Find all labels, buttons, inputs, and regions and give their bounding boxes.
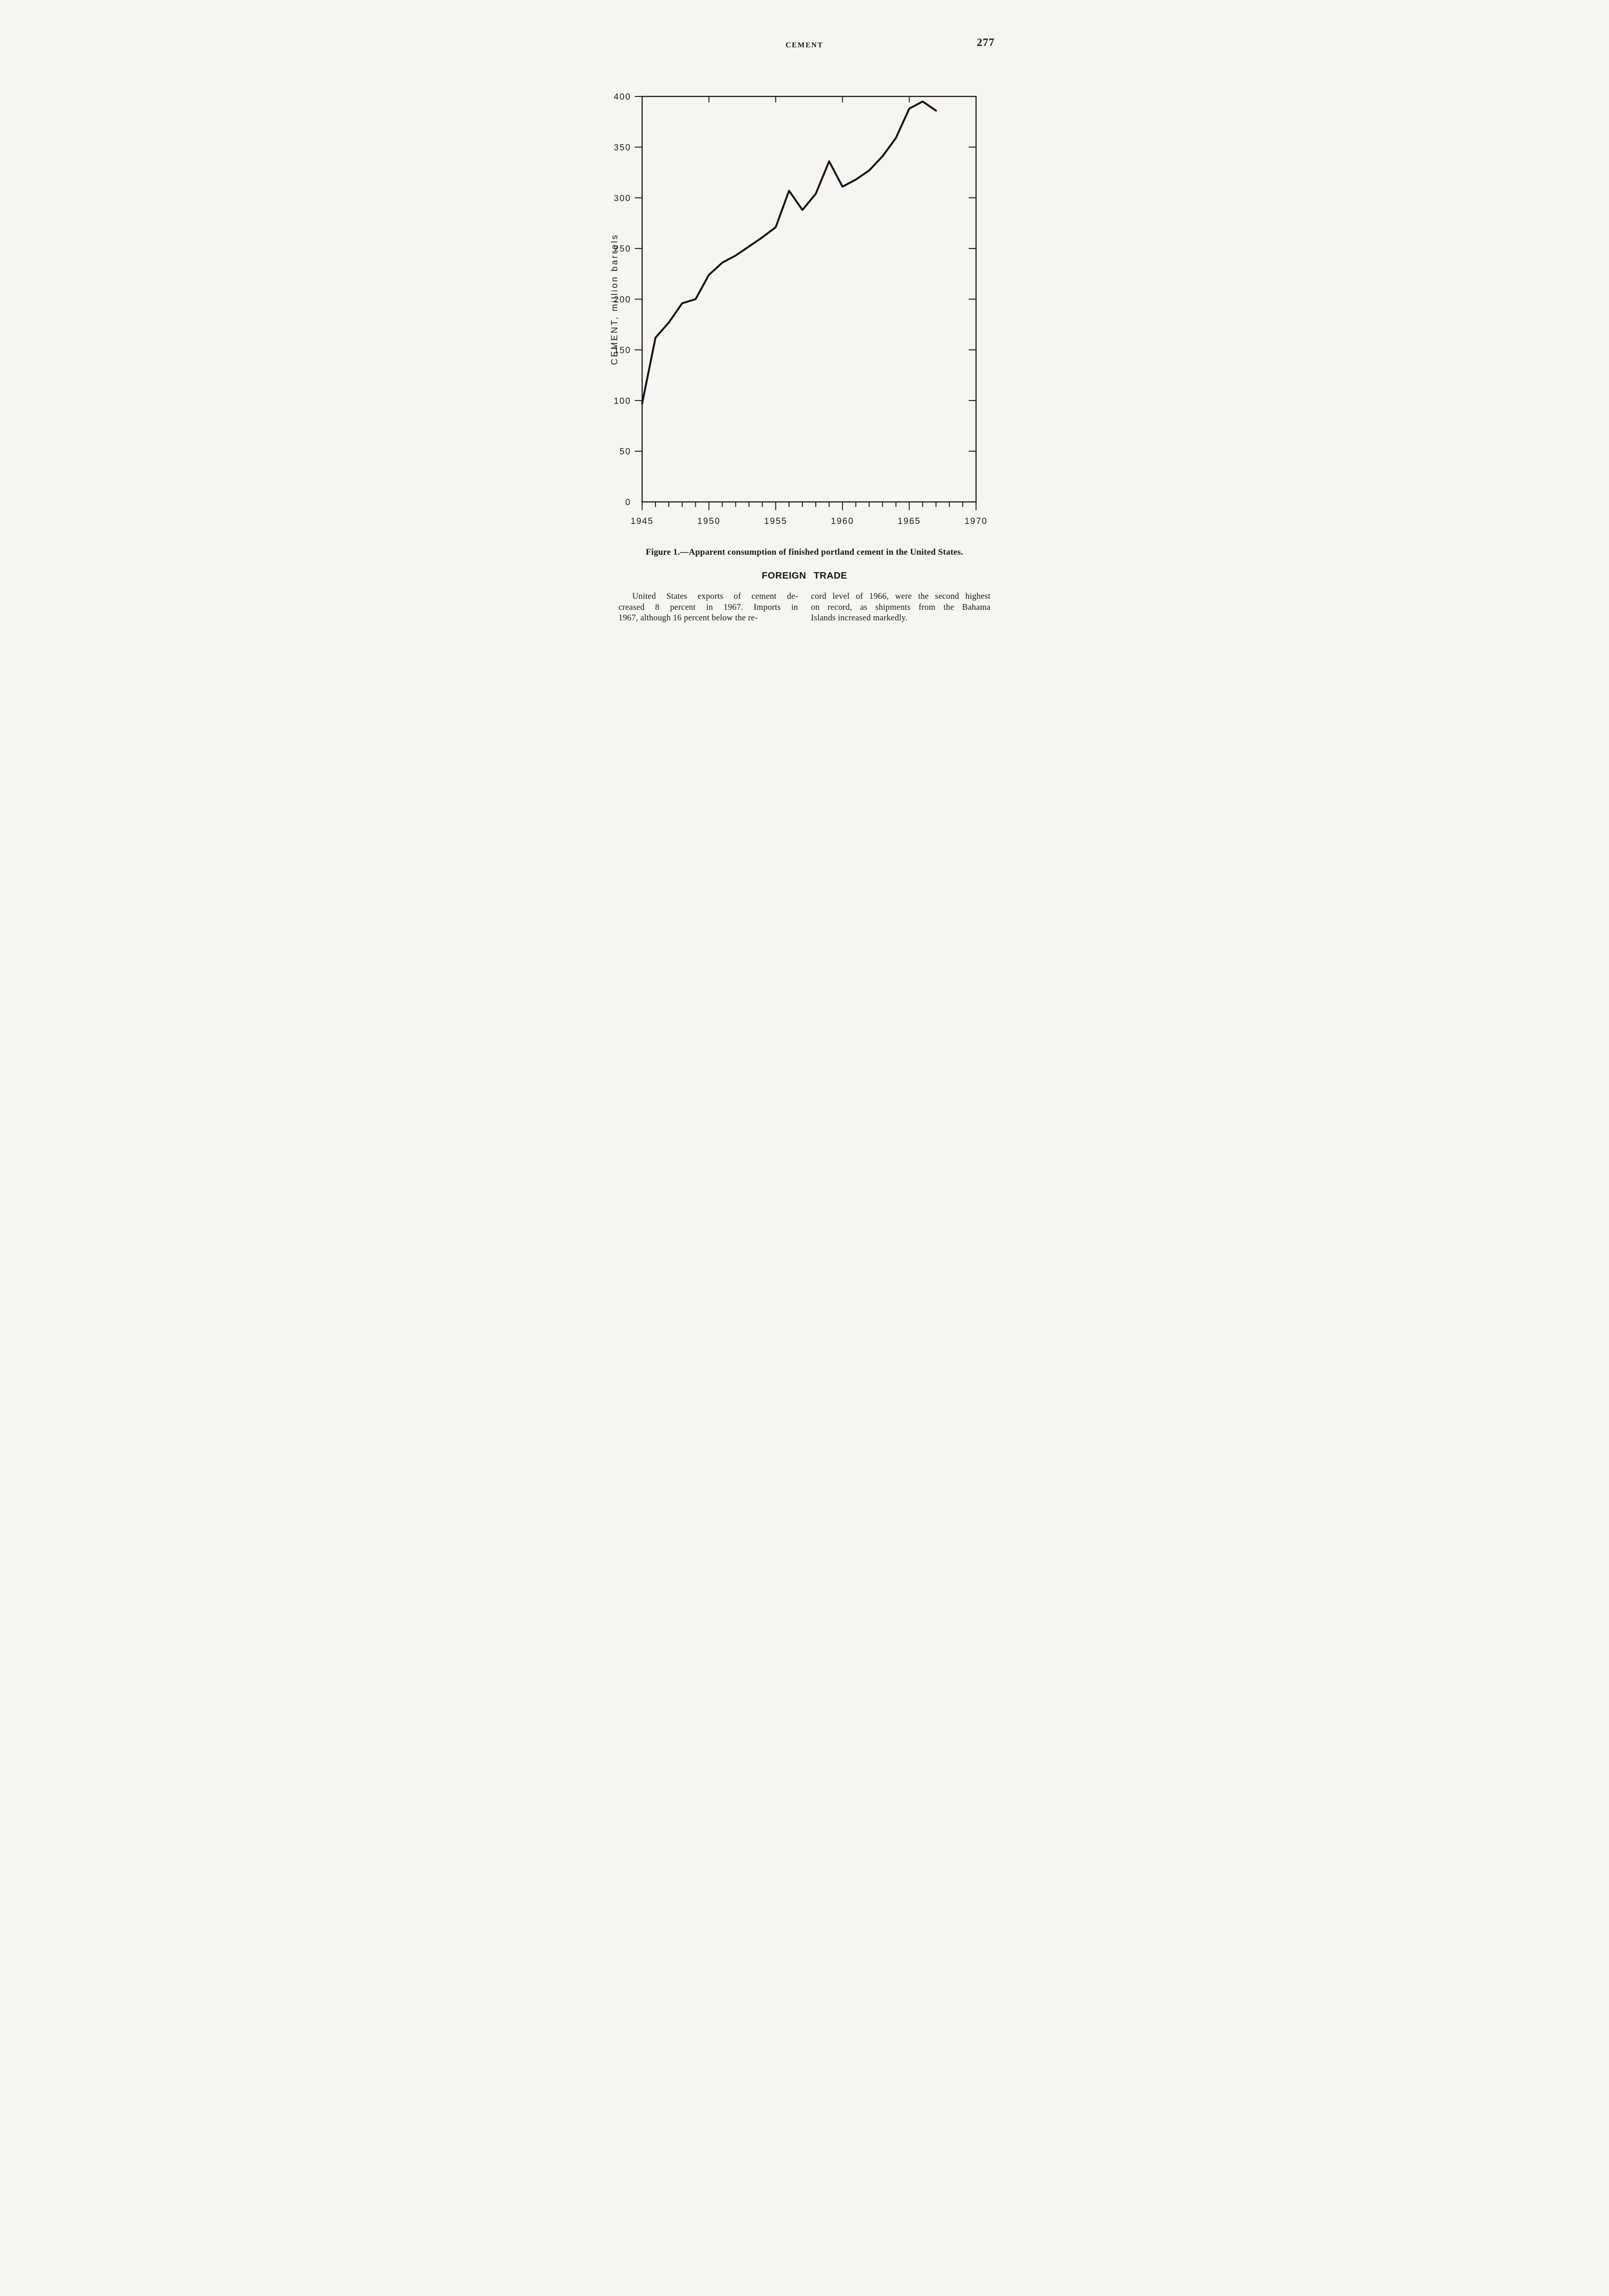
text-line: cord level of 1966, were the second high… bbox=[811, 592, 991, 601]
svg-text:1945: 1945 bbox=[630, 517, 653, 526]
svg-text:350: 350 bbox=[614, 143, 631, 152]
svg-text:1970: 1970 bbox=[964, 517, 987, 526]
svg-text:150: 150 bbox=[614, 346, 631, 355]
running-header-title: CEMENT bbox=[785, 41, 824, 49]
document-page: CEMENT 277 1945 1950 1955 1960 1965 1970 0 50 10… bbox=[575, 0, 1034, 719]
left-column-paragraph: United States exports of cement de- crea… bbox=[619, 591, 798, 624]
svg-text:1960: 1960 bbox=[831, 517, 854, 526]
text-line: 1967, although 16 percent below the re- bbox=[618, 613, 758, 623]
svg-text:400: 400 bbox=[614, 92, 631, 102]
svg-text:1965: 1965 bbox=[898, 517, 920, 526]
text-line: Islands increased markedly. bbox=[811, 613, 908, 623]
right-column-paragraph: cord level of 1966, were the second high… bbox=[811, 591, 991, 624]
svg-text:1950: 1950 bbox=[697, 517, 720, 526]
svg-text:CEMENT, million barrels: CEMENT, million barrels bbox=[610, 233, 620, 365]
svg-text:250: 250 bbox=[614, 244, 631, 254]
page-number: 277 bbox=[977, 37, 995, 49]
text-line: creased 8 percent in 1967. Imports in bbox=[618, 602, 798, 612]
svg-text:300: 300 bbox=[614, 194, 631, 203]
body-columns: United States exports of cement de- crea… bbox=[619, 591, 991, 624]
consumption-line-chart: 1945 1950 1955 1960 1965 1970 0 50 100 150 200 250 3… bbox=[610, 92, 987, 526]
svg-text:0: 0 bbox=[625, 498, 631, 507]
figure-caption: Figure 1.—Apparent consumption of finish… bbox=[646, 547, 963, 557]
text-line: on record, as shipments from the Bahama bbox=[811, 602, 991, 612]
svg-text:200: 200 bbox=[614, 295, 631, 305]
svg-text:100: 100 bbox=[614, 396, 631, 406]
svg-text:50: 50 bbox=[619, 447, 631, 457]
svg-text:1955: 1955 bbox=[764, 517, 787, 526]
text-line: United States exports of cement de- bbox=[632, 592, 798, 601]
section-heading-foreign-trade: FOREIGN TRADE bbox=[762, 570, 847, 581]
